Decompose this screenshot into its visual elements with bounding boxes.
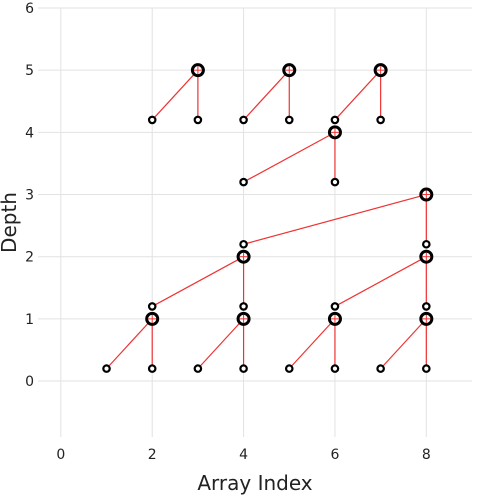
- x-tick-label: 0: [56, 447, 65, 463]
- y-tick-label: 4: [25, 125, 34, 141]
- node-marker-large: [419, 249, 434, 264]
- node-marker-small: [193, 115, 203, 125]
- node-marker-large: [419, 311, 434, 326]
- y-tick-label: 2: [25, 250, 34, 266]
- node-marker-small: [239, 239, 248, 249]
- tree-edge: [243, 193, 427, 245]
- node-marker-large: [419, 187, 434, 202]
- node-marker-small: [239, 177, 248, 187]
- tick-labels: 0 2 4 6 8 0 1 2 3 4 5 6: [25, 1, 431, 463]
- y-tick-label: 5: [25, 63, 34, 79]
- x-tick-label: 6: [330, 447, 339, 463]
- y-axis-label: Depth: [0, 192, 21, 253]
- tree-edge: [106, 318, 153, 370]
- y-tick-label: 1: [25, 312, 34, 328]
- node-marker-small: [147, 364, 157, 373]
- node-marker-small: [422, 364, 431, 373]
- node-marker-large: [327, 125, 342, 140]
- tree-edge: [380, 318, 427, 370]
- tree-edge: [243, 131, 336, 183]
- node-marker-large: [327, 311, 342, 326]
- tree-edge: [288, 318, 336, 370]
- node-marker-small: [147, 115, 157, 125]
- tree-edge: [243, 69, 290, 121]
- node-marker-small: [239, 302, 248, 311]
- node-marker-small: [376, 364, 385, 373]
- x-tick-label: 8: [422, 447, 431, 463]
- node-marker-small: [422, 239, 431, 249]
- node-marker-small: [239, 115, 248, 125]
- tree-edge: [334, 69, 382, 121]
- tree-edge: [334, 256, 427, 307]
- tree-edge: [197, 318, 245, 370]
- node-marker-large: [145, 311, 160, 326]
- x-tick-label: 4: [239, 447, 248, 463]
- node-marker-large: [236, 249, 251, 264]
- node-marker-small: [284, 115, 294, 125]
- x-tick-label: 2: [148, 447, 157, 463]
- node-marker-small: [147, 302, 157, 311]
- node-marker-small: [284, 364, 294, 373]
- grid: [38, 7, 472, 437]
- tree-edge: [151, 69, 199, 121]
- node-marker-small: [239, 364, 248, 373]
- node-marker-small: [193, 364, 203, 373]
- x-axis-label: Array Index: [197, 471, 312, 495]
- node-marker-large: [190, 63, 205, 78]
- node-marker-small: [422, 302, 431, 311]
- node-marker-small: [330, 364, 340, 373]
- node-marker-small: [102, 364, 111, 373]
- tree-edge: [151, 256, 244, 307]
- y-tick-label: 0: [25, 374, 34, 390]
- edges: [106, 69, 427, 370]
- y-tick-label: 3: [25, 188, 34, 204]
- node-marker-large: [282, 63, 297, 78]
- node-marker-large: [373, 63, 388, 78]
- node-marker-small: [376, 115, 385, 125]
- node-marker-small: [330, 302, 340, 311]
- node-marker-small: [330, 177, 340, 187]
- node-marker-small: [330, 115, 340, 125]
- nodes: [102, 63, 434, 373]
- node-marker-large: [236, 311, 251, 326]
- y-tick-label: 6: [25, 1, 34, 17]
